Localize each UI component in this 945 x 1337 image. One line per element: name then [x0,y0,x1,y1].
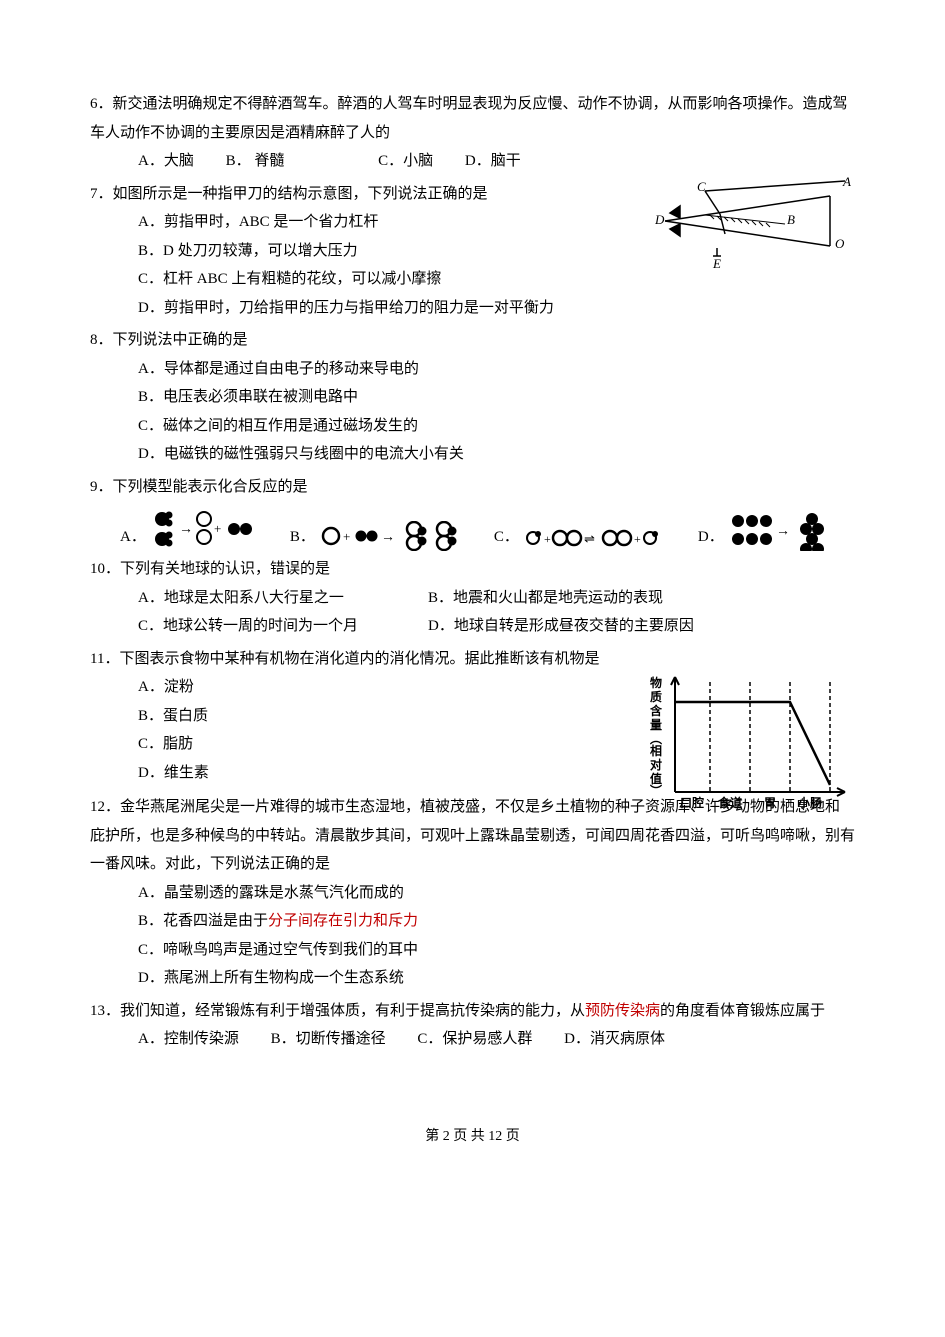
q11-num: 11． [90,651,119,667]
svg-text:→: → [179,522,193,537]
q9-opt-d: D． [698,523,724,552]
question-8: 8．下列说法中正确的是 A．导体都是通过自由电子的移动来导电的 B．电压表必须串… [90,326,855,469]
q9-opt-c-cell: C． + ⇌ + [494,523,680,552]
q8-opt-d: D．电磁铁的磁性强弱只与线圈中的电流大小有关 [138,440,855,469]
question-11: 11．下图表示食物中某种有机物在消化道内的消化情况。据此推断该有机物是 物质含量… [90,645,855,788]
q12-opt-b-pre: B．花香四溢是由于 [138,913,268,929]
q6-stem: 6．新交通法明确规定不得醉酒驾车。醉酒的人驾车时明显表现为反应慢、动作不协调，从… [90,90,855,147]
label-b: B [787,212,795,227]
svg-text:质: 质 [650,689,662,704]
svg-text:⇌: ⇌ [584,531,595,546]
q9-opt-d-cell: D． → [698,511,840,551]
q11-text: 下图表示食物中某种有机物在消化道内的消化情况。据此推断该有机物是 [119,651,599,667]
q13-pre: 我们知道，经常锻炼有利于增强体质，有利于提高抗传染病的能力，从 [120,1003,585,1019]
q7-num: 7． [90,186,113,202]
q9-stem: 9．下列模型能表示化合反应的是 [90,473,855,502]
q9-opt-c: C． [494,523,519,552]
q8-options: A．导体都是通过自由电子的移动来导电的 B．电压表必须串联在被测电路中 C．磁体… [90,355,855,469]
svg-text:→: → [381,530,395,545]
svg-text:物: 物 [650,675,662,690]
q13-options: A．控制传染源 B．切断传播途径 C．保护易感人群 D．消灭病原体 [90,1025,855,1054]
svg-text:量: 量 [650,718,662,732]
q9-diagram-c: + ⇌ + [525,525,680,551]
q13-red: 预防传染病 [585,1003,660,1019]
q8-stem: 8．下列说法中正确的是 [90,326,855,355]
q8-text: 下列说法中正确的是 [113,332,248,348]
q9-diagram-a: → + [152,507,272,551]
q13-opt-d: D．消灭病原体 [564,1025,665,1054]
q12-opt-b-red: 分子间存在引力和斥力 [268,913,418,929]
label-o: O [835,236,845,251]
q12-num: 12． [90,799,120,815]
q13-opt-b: B．切断传播途径 [271,1025,386,1054]
q9-opt-a: A． [120,523,146,552]
q12-stem: 12．金华燕尾洲尾尖是一片难得的城市生态湿地，植被茂盛，不仅是乡土植物的种子资源… [90,793,855,879]
q6-options: A．大脑 B． 脊髓 C．小脑 D．脑干 [90,147,855,176]
q7-opt-d: D．剪指甲时，刀给指甲的压力与指甲给刀的阻力是一对平衡力 [138,294,855,323]
q9-opt-a-cell: A． → + [120,507,272,551]
q13-post: 的角度看体育锻炼应属于 [660,1003,825,1019]
q9-options: A． → + B． + → [90,507,855,551]
svg-text:+: + [544,532,551,546]
svg-text:+: + [214,521,221,536]
q12-opt-b: B．花香四溢是由于分子间存在引力和斥力 [138,907,855,936]
nail-clipper-diagram: A B C D E O [655,176,855,271]
q12-opt-d: D．燕尾洲上所有生物构成一个生态系统 [138,964,855,993]
label-e: E [712,256,721,271]
q8-num: 8． [90,332,113,348]
q10-num: 10． [90,561,120,577]
q12-opt-a: A．晶莹剔透的露珠是水蒸气汽化而成的 [138,879,855,908]
q9-opt-b-cell: B． + → [290,521,476,551]
svg-text:对: 对 [650,757,662,772]
svg-text:+: + [634,532,641,546]
q6-opt-d: D．脑干 [465,147,521,176]
label-c: C [697,179,706,194]
q10-stem: 10．下列有关地球的认识，错误的是 [90,555,855,584]
q9-num: 9． [90,479,113,495]
question-7: 7．如图所示是一种指甲刀的结构示意图，下列说法正确的是 A B C D [90,180,855,323]
question-10: 10．下列有关地球的认识，错误的是 A．地球是太阳系八大行星之一 B．地震和火山… [90,555,855,641]
q12-text: 金华燕尾洲尾尖是一片难得的城市生态湿地，植被茂盛，不仅是乡土植物的种子资源库、许… [90,799,855,872]
q6-opt-c: C．小脑 [378,147,433,176]
q6-opt-b: B． 脊髓 [226,147,285,176]
q9-diagram-b: + → [321,521,476,551]
q9-text: 下列模型能表示化合反应的是 [113,479,308,495]
q10-options: A．地球是太阳系八大行星之一 B．地震和火山都是地壳运动的表现 C．地球公转一周… [90,584,855,641]
q8-opt-a: A．导体都是通过自由电子的移动来导电的 [138,355,855,384]
question-9: 9．下列模型能表示化合反应的是 A． → + B． + → [90,473,855,552]
q10-text: 下列有关地球的认识，错误的是 [120,561,330,577]
label-a: A [842,176,851,189]
q7-text: 如图所示是一种指甲刀的结构示意图，下列说法正确的是 [113,186,488,202]
q12-options: A．晶莹剔透的露珠是水蒸气汽化而成的 B．花香四溢是由于分子间存在引力和斥力 C… [90,879,855,993]
q10-opt-d: D．地球自转是形成昼夜交替的主要原因 [428,612,694,641]
q12-opt-c: C．啼啾鸟鸣声是通过空气传到我们的耳中 [138,936,855,965]
q8-opt-c: C．磁体之间的相互作用是通过磁场发生的 [138,412,855,441]
q8-opt-b: B．电压表必须串联在被测电路中 [138,383,855,412]
svg-text:→: → [776,524,790,539]
q6-num: 6． [90,96,113,112]
q6-opt-a: A．大脑 [138,147,194,176]
q13-num: 13． [90,1003,120,1019]
q9-diagram-d: → [730,511,840,551]
q10-opt-b: B．地震和火山都是地壳运动的表现 [428,584,663,613]
page-footer: 第 2 页 共 12 页 [90,1124,855,1151]
q6-text: 新交通法明确规定不得醉酒驾车。醉酒的人驾车时明显表现为反应慢、动作不协调，从而影… [90,96,848,141]
q13-opt-c: C．保护易感人群 [417,1025,532,1054]
q9-opt-b: B． [290,523,315,552]
label-d: D [655,212,665,227]
q10-opt-c: C．地球公转一周的时间为一个月 [138,612,428,641]
q10-opt-a: A．地球是太阳系八大行星之一 [138,584,428,613]
svg-text:+: + [343,529,350,544]
q13-opt-a: A．控制传染源 [138,1025,239,1054]
svg-text:含: 含 [650,703,663,718]
question-13: 13．我们知道，经常锻炼有利于增强体质，有利于提高抗传染病的能力，从预防传染病的… [90,997,855,1054]
question-12: 12．金华燕尾洲尾尖是一片难得的城市生态湿地，植被茂盛，不仅是乡土植物的种子资源… [90,793,855,993]
q13-stem: 13．我们知道，经常锻炼有利于增强体质，有利于提高抗传染病的能力，从预防传染病的… [90,997,855,1026]
svg-text:相: 相 [650,743,662,758]
question-6: 6．新交通法明确规定不得醉酒驾车。醉酒的人驾车时明显表现为反应慢、动作不协调，从… [90,90,855,176]
